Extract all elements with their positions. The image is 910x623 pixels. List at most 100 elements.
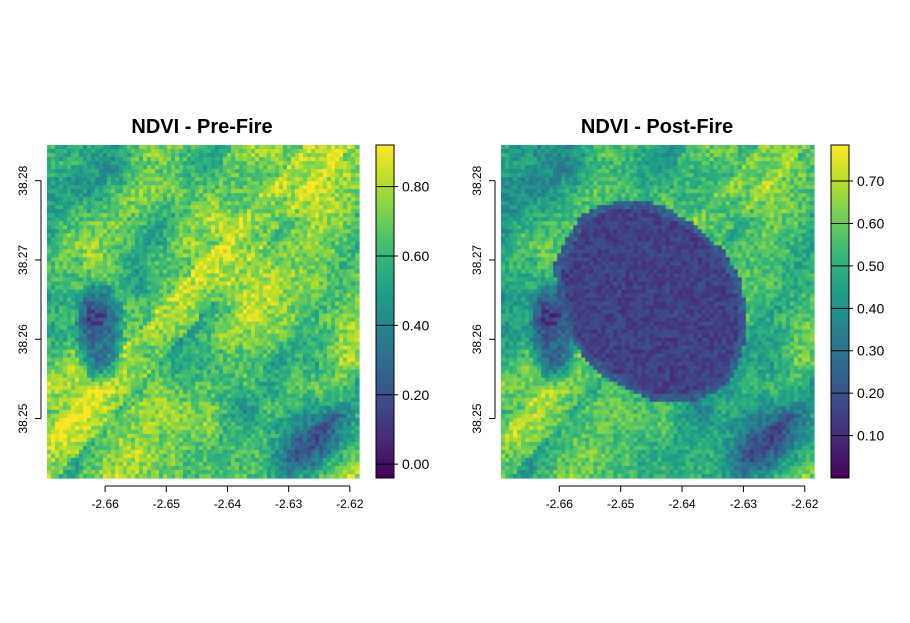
raster-cell	[267, 161, 272, 166]
raster-cell	[79, 354, 84, 359]
raster-cell	[339, 209, 344, 214]
raster-cell	[191, 285, 196, 290]
raster-cell	[195, 269, 200, 274]
raster-cell	[179, 189, 184, 194]
raster-cell	[75, 330, 80, 335]
raster-cell	[163, 342, 168, 347]
raster-cell	[183, 261, 188, 266]
raster-cell	[195, 370, 200, 375]
raster-cell	[71, 209, 76, 214]
raster-cell	[311, 350, 316, 355]
raster-cell	[119, 334, 124, 339]
raster-cell	[87, 334, 92, 339]
raster-cell	[55, 346, 60, 351]
raster-cell	[343, 374, 348, 379]
raster-cell	[59, 326, 64, 331]
raster-cell	[267, 169, 272, 174]
raster-cell	[175, 213, 180, 218]
raster-cell	[343, 314, 348, 319]
raster-cell	[247, 342, 252, 347]
raster-cell	[63, 269, 68, 274]
raster-cell	[235, 185, 240, 190]
raster-cell	[115, 225, 120, 230]
raster-cell	[47, 378, 52, 383]
raster-cell	[339, 342, 344, 347]
raster-cell	[135, 305, 140, 310]
raster-cell	[183, 277, 188, 282]
raster-cell	[275, 177, 280, 182]
raster-cell	[243, 297, 248, 302]
raster-cell	[147, 245, 152, 250]
raster-cell	[235, 145, 240, 150]
raster-cell	[111, 326, 116, 331]
raster-cell	[307, 145, 312, 150]
raster-cell	[151, 342, 156, 347]
raster-cell	[351, 374, 356, 379]
raster-cell	[327, 185, 332, 190]
raster-cell	[327, 233, 332, 238]
raster-cell	[271, 165, 276, 170]
raster-cell	[315, 314, 320, 319]
raster-cell	[187, 314, 192, 319]
raster-cell	[71, 189, 76, 194]
raster-cell	[123, 398, 128, 403]
raster-cell	[155, 205, 160, 210]
raster-cell	[195, 209, 200, 214]
raster-cell	[347, 301, 352, 306]
raster-cell	[151, 346, 156, 351]
raster-cell	[275, 305, 280, 310]
raster-cell	[99, 217, 104, 222]
raster-cell	[103, 318, 108, 323]
raster-cell	[279, 241, 284, 246]
raster-cell	[47, 177, 52, 182]
raster-cell	[175, 277, 180, 282]
raster-cell	[291, 277, 296, 282]
raster-cell	[211, 213, 216, 218]
raster-cell	[307, 241, 312, 246]
raster-cell	[323, 181, 328, 186]
raster-cell	[99, 153, 104, 158]
raster-cell	[235, 269, 240, 274]
raster-cell	[211, 241, 216, 246]
raster-cell	[255, 374, 260, 379]
raster-cell	[279, 269, 284, 274]
raster-cell	[319, 322, 324, 327]
raster-cell	[79, 165, 84, 170]
raster-cell	[311, 245, 316, 250]
raster-cell	[119, 354, 124, 359]
raster-cell	[307, 318, 312, 323]
raster-cell	[355, 334, 360, 339]
raster-cell	[251, 181, 256, 186]
raster-cell	[223, 245, 228, 250]
raster-cell	[63, 398, 68, 403]
raster-cell	[187, 362, 192, 367]
raster-cell	[319, 253, 324, 258]
raster-cell	[67, 378, 72, 383]
raster-cell	[347, 358, 352, 363]
raster-cell	[103, 145, 108, 150]
raster-cell	[159, 293, 164, 298]
raster-cell	[295, 338, 300, 343]
raster-cell	[339, 233, 344, 238]
raster-cell	[59, 213, 64, 218]
raster-cell	[119, 165, 124, 170]
raster-cell	[327, 297, 332, 302]
raster-cell	[335, 342, 340, 347]
raster-cell	[99, 221, 104, 226]
raster-cell	[303, 181, 308, 186]
raster-cell	[351, 213, 356, 218]
raster-cell	[287, 346, 292, 351]
raster-cell	[103, 201, 108, 206]
raster-cell	[119, 326, 124, 331]
raster-cell	[159, 350, 164, 355]
raster-cell	[239, 217, 244, 222]
raster-cell	[147, 217, 152, 222]
raster-cell	[159, 305, 164, 310]
raster-cell	[191, 197, 196, 202]
raster-cell	[159, 281, 164, 286]
raster-cell	[355, 285, 360, 290]
raster-cell	[263, 322, 268, 327]
raster-cell	[115, 157, 120, 162]
raster-cell	[303, 398, 308, 403]
raster-cell	[223, 370, 228, 375]
